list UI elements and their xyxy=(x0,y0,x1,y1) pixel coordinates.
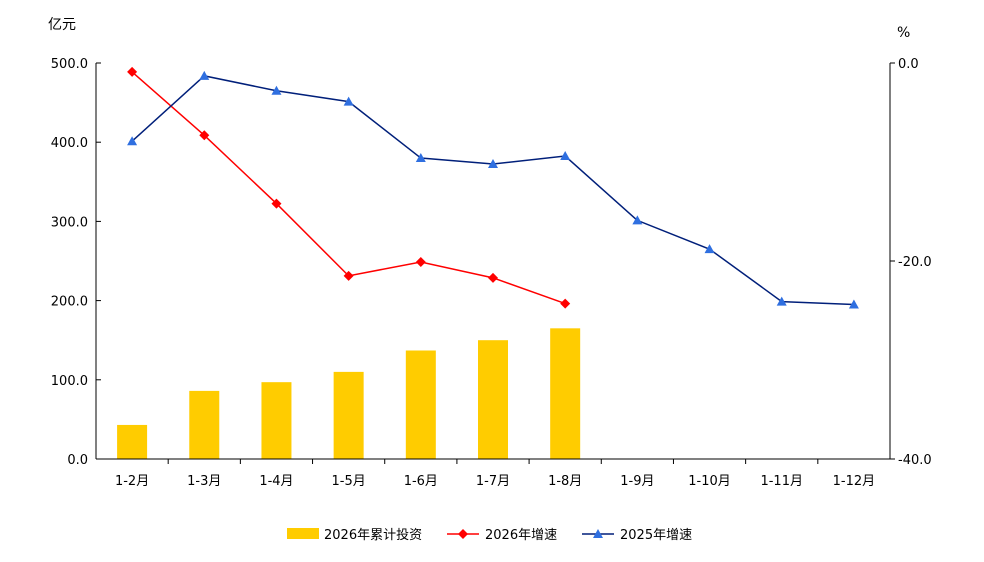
bar xyxy=(550,328,581,459)
x-tick-label: 1-12月 xyxy=(833,474,876,489)
legend-swatch xyxy=(287,528,319,539)
data-point xyxy=(199,70,210,80)
x-tick-label: 1-7月 xyxy=(476,474,510,489)
data-point xyxy=(704,244,715,254)
data-point xyxy=(127,66,138,77)
legend-label: 2026年增速 xyxy=(485,528,557,543)
left-tick-label: 500.0 xyxy=(51,57,88,72)
data-point xyxy=(776,296,787,306)
data-point xyxy=(560,151,571,161)
right-tick-label: -20.0 xyxy=(898,255,932,270)
x-tick-label: 1-4月 xyxy=(259,474,293,489)
data-point xyxy=(343,270,354,281)
left-tick-label: 100.0 xyxy=(51,374,88,389)
series-line xyxy=(131,75,854,306)
bar xyxy=(117,424,148,459)
data-point xyxy=(127,136,138,146)
data-point xyxy=(848,299,859,309)
bar xyxy=(189,390,220,459)
axes: 0.0 100.0 200.0 300.0 400.0 500.0 -40.0 -20.0 0.… xyxy=(51,57,932,489)
x-tick-label: 1-9月 xyxy=(620,474,654,489)
x-tick-label: 1-8月 xyxy=(548,474,582,489)
x-tick-label: 1-10月 xyxy=(688,474,731,489)
left-tick-label: 200.0 xyxy=(51,295,88,310)
x-tick-label: 1-2月 xyxy=(115,474,149,489)
bar xyxy=(478,340,508,459)
legend: 2026年累计投资 2026年增速 2025年增速 xyxy=(287,527,692,543)
data-point xyxy=(271,198,282,209)
left-tick-label: 300.0 xyxy=(51,215,88,230)
legend-marker xyxy=(458,529,468,539)
data-point xyxy=(560,298,571,309)
data-point xyxy=(415,256,426,267)
data-point xyxy=(632,215,643,225)
right-tick-label: -40.0 xyxy=(898,453,932,468)
data-point xyxy=(343,96,354,106)
legend-label: 2025年增速 xyxy=(620,528,692,543)
line-series xyxy=(127,66,859,309)
legend-marker xyxy=(593,529,603,538)
bar xyxy=(405,350,436,459)
data-point xyxy=(199,130,210,141)
left-axis-unit: 亿元 xyxy=(48,17,76,33)
data-point xyxy=(271,85,282,95)
right-tick-label: 0.0 xyxy=(898,57,919,72)
x-tick-label: 1-3月 xyxy=(187,474,221,489)
left-tick-label: 400.0 xyxy=(51,136,88,151)
bar xyxy=(261,382,292,459)
bar xyxy=(333,371,364,459)
x-tick-label: 1-11月 xyxy=(760,474,803,489)
data-point xyxy=(488,272,498,283)
data-point xyxy=(415,153,426,163)
x-tick-label: 1-5月 xyxy=(332,474,366,489)
data-point xyxy=(488,158,498,168)
x-tick-label: 1-6月 xyxy=(404,474,438,489)
left-tick-label: 0.0 xyxy=(67,453,88,468)
bar-series xyxy=(117,328,581,459)
series-line xyxy=(131,71,566,305)
legend-label: 2026年累计投资 xyxy=(324,527,422,543)
right-axis-unit: % xyxy=(897,25,910,41)
